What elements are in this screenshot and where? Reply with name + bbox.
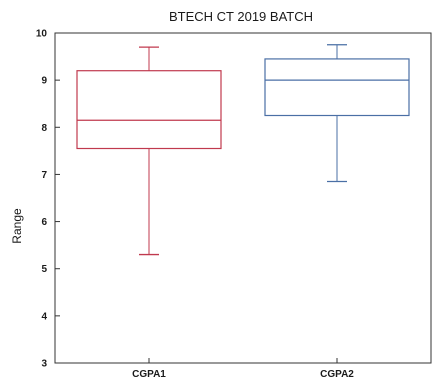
box-cgpa1 [76,46,222,256]
y-tick-label: 10 [36,29,48,40]
y-tick-label: 9 [41,76,47,87]
iqr-box [76,70,222,150]
y-tick-label: 7 [41,170,47,181]
box-series [76,44,410,256]
plot-frame [54,32,432,364]
y-tick-label: 3 [41,359,47,370]
box-cgpa2 [264,44,410,183]
chart-title: BTECH CT 2019 BATCH [169,9,313,24]
x-tick-label: CGPA1 [132,369,166,380]
x-axis: CGPA1 CGPA2 [132,358,354,380]
y-tick-label: 8 [41,123,47,134]
x-tick-label: CGPA2 [320,369,354,380]
y-axis-label: Range [10,208,24,244]
y-axis: 3 4 5 6 7 8 9 10 [36,29,60,370]
y-tick-label: 5 [41,264,47,275]
y-tick-label: 4 [41,311,47,322]
y-tick-label: 6 [41,217,47,228]
iqr-box [264,58,410,117]
